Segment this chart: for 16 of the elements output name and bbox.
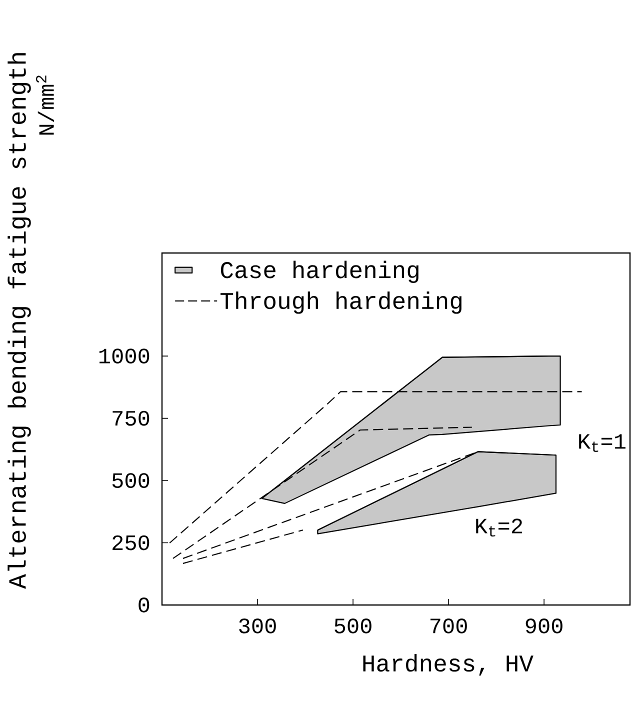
legend-label: Through hardening xyxy=(220,292,462,314)
annotation: K$_{t}$=1 xyxy=(579,434,626,452)
x-tick-label: 300 xyxy=(239,618,276,634)
x-tick-label: 500 xyxy=(334,618,372,634)
y-tick-label: 500 xyxy=(112,473,150,488)
y-tick-label: 250 xyxy=(112,535,150,550)
y-axis-title: Alternating bending fatigue strength xyxy=(8,53,31,589)
y-tick-label: 750 xyxy=(112,410,150,426)
x-axis-title: Hardness, HV xyxy=(363,654,534,676)
y-tick-label: 0 xyxy=(138,598,150,612)
x-tick-label: 700 xyxy=(430,618,467,634)
y-tick-label: 1000 xyxy=(99,348,150,364)
annotation: K$_{t}$=2 xyxy=(476,518,522,537)
x-tick-label: 900 xyxy=(526,618,562,634)
text: N/mm$^{2}$ xyxy=(36,76,54,135)
legend-label: Case hardening xyxy=(220,260,418,283)
